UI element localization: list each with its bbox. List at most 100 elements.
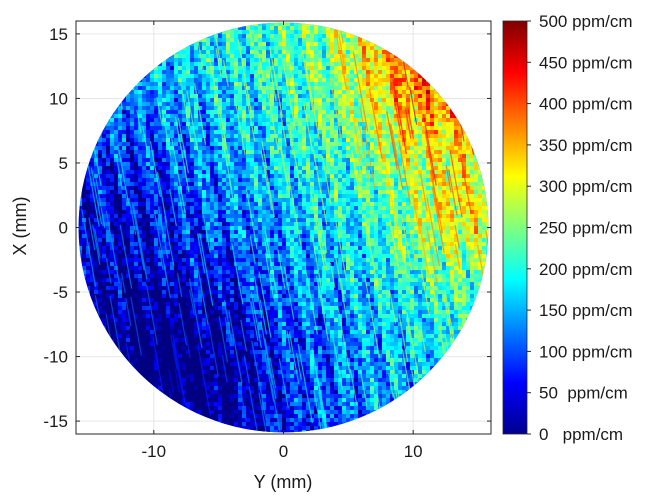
heatmap-cell xyxy=(110,198,114,202)
heatmap-cell xyxy=(126,242,130,246)
heatmap-cell xyxy=(286,50,290,54)
heatmap-cell xyxy=(170,82,174,86)
heatmap-cell xyxy=(246,222,250,226)
heatmap-cell xyxy=(450,146,454,150)
heatmap-cell xyxy=(286,214,290,218)
heatmap-cell xyxy=(134,110,138,114)
heatmap-cell xyxy=(262,214,266,218)
heatmap-cell xyxy=(238,166,242,170)
heatmap-cell xyxy=(218,250,222,254)
heatmap-cell xyxy=(278,42,282,46)
heatmap-cell xyxy=(154,138,158,142)
heatmap-cell xyxy=(274,146,278,150)
heatmap-cell xyxy=(342,198,346,202)
heatmap-cell xyxy=(462,150,466,154)
heatmap-cell xyxy=(106,130,110,134)
heatmap-cell xyxy=(354,58,358,62)
heatmap-cell xyxy=(202,162,206,166)
heatmap-cell xyxy=(118,118,122,122)
heatmap-cell xyxy=(422,102,426,106)
heatmap-cell xyxy=(482,218,486,222)
heatmap-cell xyxy=(130,146,134,150)
heatmap-cell xyxy=(174,66,178,70)
heatmap-cell xyxy=(286,194,290,198)
heatmap-cell xyxy=(274,238,278,242)
heatmap-cell xyxy=(158,78,162,82)
heatmap-cell xyxy=(130,134,134,138)
heatmap-cell xyxy=(154,186,158,190)
heatmap-cell xyxy=(226,58,230,62)
heatmap-cell xyxy=(382,146,386,150)
heatmap-cell xyxy=(238,118,242,122)
heatmap-cell xyxy=(426,190,430,194)
heatmap-cell xyxy=(390,90,394,94)
heatmap-cell xyxy=(466,218,470,222)
heatmap-cell xyxy=(354,250,358,254)
heatmap-cell xyxy=(334,170,338,174)
heatmap-cell xyxy=(154,130,158,134)
heatmap-cell xyxy=(326,222,330,226)
heatmap-cell xyxy=(218,82,222,86)
heatmap-cell xyxy=(454,218,458,222)
heatmap-cell xyxy=(230,110,234,114)
heatmap-cell xyxy=(226,174,230,178)
heatmap-cell xyxy=(322,90,326,94)
heatmap-cell xyxy=(354,158,358,162)
heatmap-cell xyxy=(122,238,126,242)
heatmap-cell xyxy=(370,142,374,146)
heatmap-cell xyxy=(182,66,186,70)
heatmap-cell xyxy=(262,30,266,34)
heatmap-cell xyxy=(206,246,210,250)
heatmap-cell xyxy=(378,250,382,254)
heatmap-cell xyxy=(334,178,338,182)
heatmap-cell xyxy=(374,138,378,142)
heatmap-cell xyxy=(290,34,294,38)
heatmap-cell xyxy=(230,230,234,234)
heatmap-cell xyxy=(206,106,210,110)
heatmap-cell xyxy=(214,106,218,110)
heatmap-cell xyxy=(434,94,438,98)
heatmap-cell xyxy=(286,102,290,106)
heatmap-cell xyxy=(158,74,162,78)
heatmap-cell xyxy=(438,210,442,214)
heatmap-cell xyxy=(470,170,474,174)
heatmap-cell xyxy=(290,186,294,190)
heatmap-cell xyxy=(318,110,322,114)
heatmap-cell xyxy=(90,222,94,226)
heatmap-cell xyxy=(150,122,154,126)
heatmap-cell xyxy=(182,94,186,98)
heatmap-cell xyxy=(218,186,222,190)
heatmap-cell xyxy=(402,126,406,130)
heatmap-cell xyxy=(258,230,262,234)
heatmap-cell xyxy=(314,242,318,246)
heatmap-cell xyxy=(410,162,414,166)
heatmap-cell xyxy=(350,166,354,170)
heatmap-cell xyxy=(258,90,262,94)
heatmap-cell xyxy=(302,178,306,182)
heatmap-cell xyxy=(238,102,242,106)
heatmap-cell xyxy=(358,66,362,70)
heatmap-cell xyxy=(162,150,166,154)
heatmap-cell xyxy=(270,146,274,150)
heatmap-cell xyxy=(458,154,462,158)
heatmap-cell xyxy=(390,238,394,242)
heatmap-cell xyxy=(202,198,206,202)
heatmap-cell xyxy=(114,126,118,130)
heatmap-cell xyxy=(162,226,166,230)
heatmap-cell xyxy=(350,250,354,254)
heatmap-cell xyxy=(202,154,206,158)
heatmap-cell xyxy=(426,214,430,218)
heatmap-cell xyxy=(358,218,362,222)
heatmap-cell xyxy=(446,210,450,214)
heatmap-cell xyxy=(90,250,94,254)
heatmap-cell xyxy=(226,210,230,214)
heatmap-cell xyxy=(322,170,326,174)
heatmap-cell xyxy=(138,170,142,174)
heatmap-cell xyxy=(402,82,406,86)
heatmap-cell xyxy=(134,198,138,202)
heatmap-cell xyxy=(378,94,382,98)
heatmap-cell xyxy=(382,118,386,122)
heatmap-cell xyxy=(278,250,282,254)
heatmap-cell xyxy=(262,102,266,106)
heatmap-cell xyxy=(154,178,158,182)
